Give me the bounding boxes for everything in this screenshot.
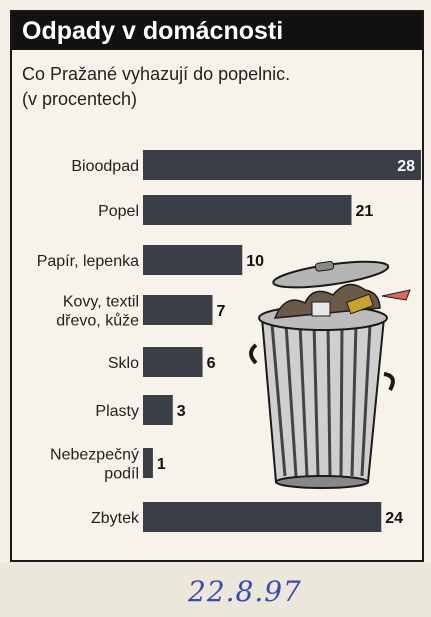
chart-subtitle: Co Pražané vyhazují do popelnic. (v proc… bbox=[22, 62, 290, 112]
category-label-3-1: dřevo, kůže bbox=[56, 312, 139, 330]
trash-can-icon bbox=[249, 260, 411, 489]
value-label-5: 3 bbox=[177, 403, 186, 420]
value-label-1: 21 bbox=[356, 203, 374, 220]
bar-4 bbox=[143, 347, 203, 377]
bar-2 bbox=[143, 245, 243, 275]
bar-0 bbox=[143, 150, 421, 180]
chart-title: Odpady v domácnosti bbox=[12, 12, 422, 50]
value-label-2: 10 bbox=[246, 253, 264, 270]
value-label-6: 1 bbox=[157, 456, 166, 473]
category-label-3-0: Kovy, textil bbox=[63, 294, 139, 311]
bar-5 bbox=[143, 395, 173, 425]
bar-7 bbox=[143, 502, 382, 532]
category-label-7-0: Zbytek bbox=[91, 510, 140, 527]
value-label-4: 6 bbox=[207, 355, 216, 372]
value-label-3: 7 bbox=[217, 303, 226, 320]
value-label-7: 24 bbox=[385, 510, 403, 527]
category-label-6-0: Nebezpečný bbox=[50, 447, 139, 464]
subtitle-line-1: Co Pražané vyhazují do popelnic. bbox=[22, 64, 291, 84]
category-label-1-0: Popel bbox=[98, 203, 139, 220]
bar-3 bbox=[143, 295, 213, 325]
bar-1 bbox=[143, 195, 352, 225]
handwritten-date: 22.8.97 bbox=[188, 575, 302, 608]
category-label-0-0: Bioodpad bbox=[71, 158, 139, 175]
category-label-6-1: podíl bbox=[104, 466, 139, 483]
category-label-2-0: Papír, lepenka bbox=[37, 253, 139, 270]
category-label-4-0: Sklo bbox=[108, 355, 139, 372]
bars-group: Bioodpad 28 Popel 21 Papír, lepenka 10 Kovy, t… bbox=[37, 150, 421, 532]
subtitle-line-2: (v procentech) bbox=[22, 89, 138, 109]
category-label-5-0: Plasty bbox=[95, 403, 139, 420]
value-label-0: 28 bbox=[397, 158, 415, 175]
paper-background-strip bbox=[0, 563, 431, 617]
bar-6 bbox=[143, 448, 153, 478]
